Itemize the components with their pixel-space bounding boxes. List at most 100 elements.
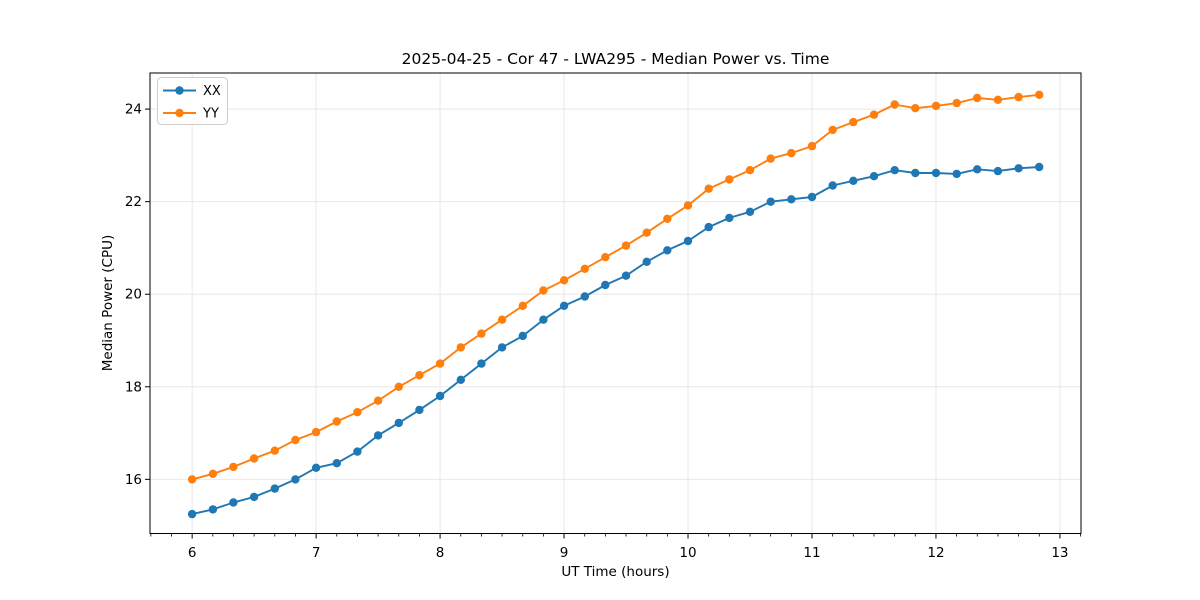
data-point-xx (435, 391, 445, 401)
data-point-yy (725, 175, 734, 184)
data-point-yy (229, 462, 238, 472)
data-point-yy (208, 469, 218, 478)
data-point-xx (663, 246, 672, 255)
data-point-yy (828, 125, 837, 135)
legend-marker-yy (175, 108, 184, 118)
data-point-xx (952, 169, 961, 179)
data-point-yy (890, 100, 899, 109)
data-point-yy (249, 454, 259, 463)
data-point-xx (477, 359, 486, 368)
data-point-yy (456, 343, 465, 352)
data-point-xx (456, 375, 465, 384)
x-tick-label: 11 (803, 545, 820, 561)
x-tick-label: 6 (188, 545, 197, 561)
data-point-yy (580, 264, 589, 273)
x-tick-label: 8 (436, 545, 445, 561)
data-point-yy (787, 148, 796, 158)
data-point-xx (849, 176, 858, 185)
series-line-yy (191, 93, 1041, 481)
data-point-yy (807, 141, 817, 151)
data-point-xx (353, 447, 362, 456)
x-tick-label: 13 (1051, 545, 1068, 561)
data-point-xx (725, 213, 734, 223)
series-xx (187, 162, 1044, 519)
data-point-xx (704, 222, 713, 232)
legend-item-xx: XX (163, 84, 221, 99)
data-point-xx (683, 236, 693, 246)
data-point-yy (745, 166, 755, 175)
data-point-yy (766, 154, 775, 163)
data-point-xx (807, 192, 817, 202)
data-point-xx (249, 492, 259, 502)
data-point-yy (621, 241, 631, 250)
data-point-xx (332, 459, 341, 468)
tick-label-layer: 6 7 8 9 10 11 12 13 16 18 20 22 24 (125, 102, 1069, 561)
data-point-xx (745, 207, 755, 216)
data-point-xx (187, 509, 197, 519)
legend[interactable]: XX YY (157, 77, 228, 125)
data-point-xx (415, 405, 424, 415)
series-layer (187, 90, 1044, 519)
x-tick-label: 12 (927, 545, 944, 561)
x-tick-label: 7 (312, 545, 321, 561)
legend-label-xx: XX (203, 84, 221, 99)
data-point-xx (518, 331, 527, 341)
y-tick-label: 22 (125, 194, 142, 210)
data-point-xx (993, 166, 1003, 176)
data-point-yy (497, 315, 507, 324)
data-point-xx (1035, 162, 1044, 172)
series-line-xx (191, 166, 1041, 516)
x-tick-label: 10 (679, 545, 696, 561)
data-point-yy (394, 382, 403, 391)
data-point-xx (1014, 164, 1023, 173)
data-point-yy (601, 253, 610, 262)
data-point-xx (828, 181, 837, 190)
data-point-xx (229, 498, 238, 507)
data-point-xx (890, 166, 899, 175)
chart-title: 2025-04-25 - Cor 47 - LWA295 - Median Po… (402, 50, 830, 68)
data-point-xx (766, 197, 775, 206)
data-point-yy (663, 214, 672, 223)
data-point-yy (1014, 92, 1023, 102)
data-point-xx (539, 315, 548, 324)
data-point-xx (973, 165, 982, 174)
data-point-yy (683, 201, 693, 210)
plot-frame (149, 72, 1082, 534)
data-point-yy (973, 93, 982, 103)
grid-layer (150, 73, 1081, 534)
data-point-yy (539, 286, 548, 295)
x-tick-label: 9 (560, 545, 569, 561)
data-point-xx (270, 484, 279, 493)
data-point-xx (559, 301, 569, 310)
data-point-xx (373, 431, 383, 440)
data-point-xx (621, 271, 631, 280)
y-tick-label: 24 (125, 102, 142, 118)
data-point-yy (187, 475, 197, 484)
y-tick-label: 16 (125, 472, 142, 488)
data-point-xx (787, 195, 796, 204)
series-yy (187, 90, 1044, 484)
data-point-yy (559, 276, 569, 285)
data-point-yy (1035, 90, 1044, 100)
data-point-yy (518, 301, 527, 310)
y-tick-label: 20 (125, 287, 142, 303)
data-point-xx (394, 418, 403, 428)
data-point-yy (332, 417, 341, 426)
data-point-xx (642, 257, 651, 266)
data-point-yy (911, 104, 920, 113)
data-point-yy (415, 371, 424, 380)
data-point-yy (270, 446, 279, 455)
x-axis-label: UT Time (hours) (561, 564, 669, 580)
data-point-xx (311, 463, 321, 472)
data-point-yy (373, 396, 383, 405)
data-point-xx (291, 475, 300, 484)
data-point-yy (311, 427, 321, 437)
data-point-yy (849, 117, 858, 127)
tick-layer (145, 108, 1081, 539)
legend-marker-xx (175, 86, 184, 95)
data-point-xx (911, 168, 920, 178)
data-point-yy (704, 184, 713, 193)
data-point-yy (642, 228, 651, 237)
